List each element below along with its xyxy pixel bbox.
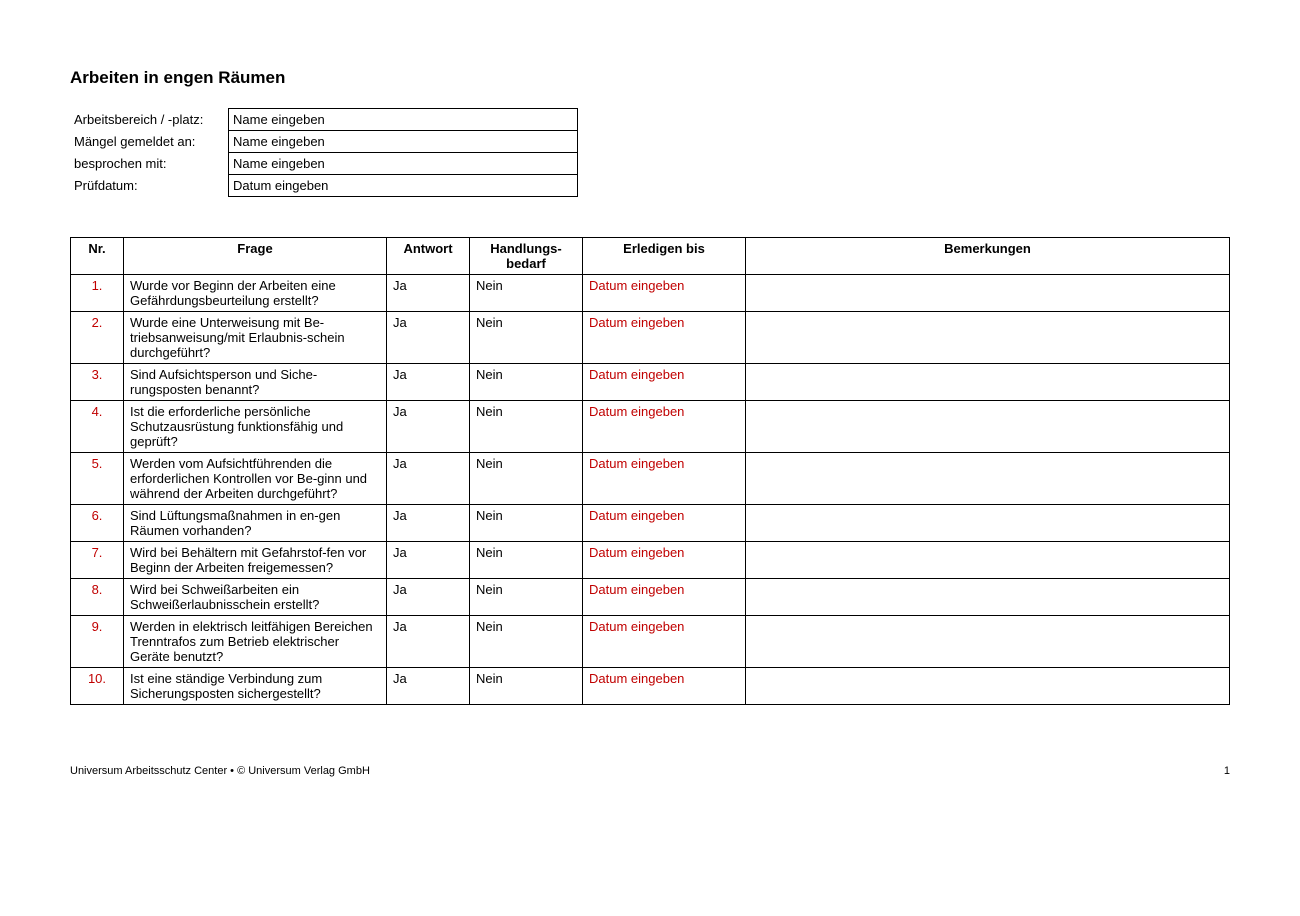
cell-bem[interactable] bbox=[746, 275, 1230, 312]
table-row: 5.Werden vom Aufsichtführenden die erfor… bbox=[71, 453, 1230, 505]
cell-nr: 1. bbox=[71, 275, 124, 312]
meta-value[interactable]: Datum eingeben bbox=[229, 175, 578, 197]
cell-erl[interactable]: Datum eingeben bbox=[583, 505, 746, 542]
cell-nr: 9. bbox=[71, 616, 124, 668]
cell-antwort[interactable]: Ja bbox=[387, 616, 470, 668]
cell-hand[interactable]: Nein bbox=[470, 542, 583, 579]
cell-bem[interactable] bbox=[746, 453, 1230, 505]
cell-nr: 10. bbox=[71, 668, 124, 705]
cell-nr: 4. bbox=[71, 401, 124, 453]
cell-hand[interactable]: Nein bbox=[470, 275, 583, 312]
header-hand: Handlungs- bedarf bbox=[470, 238, 583, 275]
cell-antwort[interactable]: Ja bbox=[387, 453, 470, 505]
cell-antwort[interactable]: Ja bbox=[387, 579, 470, 616]
cell-nr: 6. bbox=[71, 505, 124, 542]
cell-erl[interactable]: Datum eingeben bbox=[583, 668, 746, 705]
cell-hand[interactable]: Nein bbox=[470, 616, 583, 668]
cell-frage: Wurde vor Beginn der Arbeiten eine Gefäh… bbox=[124, 275, 387, 312]
cell-erl[interactable]: Datum eingeben bbox=[583, 275, 746, 312]
cell-erl[interactable]: Datum eingeben bbox=[583, 312, 746, 364]
cell-bem[interactable] bbox=[746, 542, 1230, 579]
cell-antwort[interactable]: Ja bbox=[387, 312, 470, 364]
cell-frage: Wird bei Schweißarbeiten ein Schweißerla… bbox=[124, 579, 387, 616]
meta-label: Prüfdatum: bbox=[70, 175, 229, 197]
cell-hand[interactable]: Nein bbox=[470, 453, 583, 505]
header-erl: Erledigen bis bbox=[583, 238, 746, 275]
cell-hand[interactable]: Nein bbox=[470, 401, 583, 453]
cell-nr: 7. bbox=[71, 542, 124, 579]
meta-value[interactable]: Name eingeben bbox=[229, 153, 578, 175]
table-row: 7.Wird bei Behältern mit Gefahrstof-fen … bbox=[71, 542, 1230, 579]
table-row: 2.Wurde eine Unterweisung mit Be-triebsa… bbox=[71, 312, 1230, 364]
footer-left: Universum Arbeitsschutz Center • © Unive… bbox=[70, 765, 370, 777]
header-bem: Bemerkungen bbox=[746, 238, 1230, 275]
cell-antwort[interactable]: Ja bbox=[387, 668, 470, 705]
table-row: 4.Ist die erforderliche persönliche Schu… bbox=[71, 401, 1230, 453]
cell-nr: 3. bbox=[71, 364, 124, 401]
footer: Universum Arbeitsschutz Center • © Unive… bbox=[70, 765, 1230, 777]
meta-value[interactable]: Name eingeben bbox=[229, 109, 578, 131]
header-frage: Frage bbox=[124, 238, 387, 275]
meta-label: Arbeitsbereich / -platz: bbox=[70, 109, 229, 131]
meta-row: Mängel gemeldet an:Name eingeben bbox=[70, 131, 578, 153]
cell-hand[interactable]: Nein bbox=[470, 505, 583, 542]
table-row: 8.Wird bei Schweißarbeiten ein Schweißer… bbox=[71, 579, 1230, 616]
cell-erl[interactable]: Datum eingeben bbox=[583, 579, 746, 616]
cell-erl[interactable]: Datum eingeben bbox=[583, 453, 746, 505]
cell-bem[interactable] bbox=[746, 364, 1230, 401]
table-row: 10.Ist eine ständige Verbindung zum Sich… bbox=[71, 668, 1230, 705]
meta-label: besprochen mit: bbox=[70, 153, 229, 175]
cell-bem[interactable] bbox=[746, 579, 1230, 616]
page-title: Arbeiten in engen Räumen bbox=[70, 68, 1230, 88]
meta-row: Prüfdatum:Datum eingeben bbox=[70, 175, 578, 197]
cell-erl[interactable]: Datum eingeben bbox=[583, 401, 746, 453]
cell-erl[interactable]: Datum eingeben bbox=[583, 616, 746, 668]
cell-erl[interactable]: Datum eingeben bbox=[583, 364, 746, 401]
cell-hand[interactable]: Nein bbox=[470, 579, 583, 616]
cell-frage: Wird bei Behältern mit Gefahrstof-fen vo… bbox=[124, 542, 387, 579]
table-row: 1.Wurde vor Beginn der Arbeiten eine Gef… bbox=[71, 275, 1230, 312]
header-nr: Nr. bbox=[71, 238, 124, 275]
meta-label: Mängel gemeldet an: bbox=[70, 131, 229, 153]
meta-row: Arbeitsbereich / -platz:Name eingeben bbox=[70, 109, 578, 131]
cell-hand[interactable]: Nein bbox=[470, 668, 583, 705]
table-row: 3.Sind Aufsichtsperson und Siche-rungspo… bbox=[71, 364, 1230, 401]
cell-bem[interactable] bbox=[746, 616, 1230, 668]
cell-antwort[interactable]: Ja bbox=[387, 542, 470, 579]
meta-value[interactable]: Name eingeben bbox=[229, 131, 578, 153]
main-table: Nr. Frage Antwort Handlungs- bedarf Erle… bbox=[70, 237, 1230, 705]
cell-frage: Werden vom Aufsichtführenden die erforde… bbox=[124, 453, 387, 505]
meta-row: besprochen mit:Name eingeben bbox=[70, 153, 578, 175]
table-row: 6.Sind Lüftungsmaßnahmen in en-gen Räume… bbox=[71, 505, 1230, 542]
cell-bem[interactable] bbox=[746, 668, 1230, 705]
cell-hand[interactable]: Nein bbox=[470, 364, 583, 401]
meta-table: Arbeitsbereich / -platz:Name eingebenMän… bbox=[70, 108, 578, 197]
cell-bem[interactable] bbox=[746, 312, 1230, 364]
cell-bem[interactable] bbox=[746, 401, 1230, 453]
table-row: 9.Werden in elektrisch leitfähigen Berei… bbox=[71, 616, 1230, 668]
cell-nr: 2. bbox=[71, 312, 124, 364]
footer-right: 1 bbox=[1224, 765, 1230, 777]
cell-frage: Ist eine ständige Verbindung zum Sicheru… bbox=[124, 668, 387, 705]
header-row: Nr. Frage Antwort Handlungs- bedarf Erle… bbox=[71, 238, 1230, 275]
cell-antwort[interactable]: Ja bbox=[387, 401, 470, 453]
cell-bem[interactable] bbox=[746, 505, 1230, 542]
cell-frage: Wurde eine Unterweisung mit Be-triebsanw… bbox=[124, 312, 387, 364]
cell-nr: 5. bbox=[71, 453, 124, 505]
cell-frage: Sind Aufsichtsperson und Siche-rungspost… bbox=[124, 364, 387, 401]
cell-antwort[interactable]: Ja bbox=[387, 364, 470, 401]
cell-frage: Ist die erforderliche persönliche Schutz… bbox=[124, 401, 387, 453]
cell-frage: Werden in elektrisch leitfähigen Bereich… bbox=[124, 616, 387, 668]
cell-nr: 8. bbox=[71, 579, 124, 616]
header-antwort: Antwort bbox=[387, 238, 470, 275]
cell-erl[interactable]: Datum eingeben bbox=[583, 542, 746, 579]
cell-antwort[interactable]: Ja bbox=[387, 505, 470, 542]
cell-hand[interactable]: Nein bbox=[470, 312, 583, 364]
cell-antwort[interactable]: Ja bbox=[387, 275, 470, 312]
cell-frage: Sind Lüftungsmaßnahmen in en-gen Räumen … bbox=[124, 505, 387, 542]
